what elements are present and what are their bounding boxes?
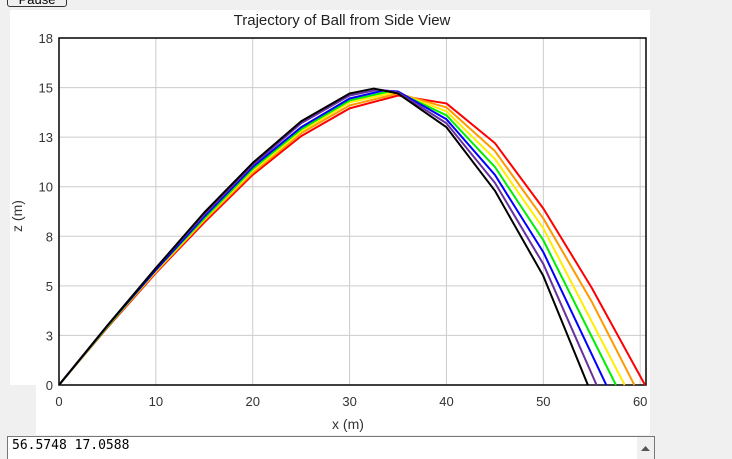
y-axis-label: z (m) (9, 200, 25, 232)
x-axis-label: x (m) (332, 416, 364, 432)
scroll-up-arrow[interactable] (637, 437, 654, 457)
plot-frame (58, 37, 647, 386)
trajectory-line (58, 87, 589, 386)
x-tick-label: 50 (536, 394, 550, 409)
y-tick-label: 13 (39, 130, 53, 145)
y-tick-label: 15 (39, 81, 53, 96)
y-tick-label: 10 (39, 180, 53, 195)
output-line: 56.5748 17.0588 (12, 438, 130, 453)
trajectory-line (58, 89, 608, 386)
x-tick-label: 0 (55, 394, 62, 409)
x-tick-label: 10 (149, 394, 163, 409)
chart-title: Trajectory of Ball from Side View (234, 12, 451, 29)
y-tick-label: 5 (46, 279, 53, 294)
x-tick-label: 20 (245, 394, 259, 409)
pause-button[interactable]: Pause (7, 0, 67, 7)
x-tick-label: 40 (439, 394, 453, 409)
y-tick-label: 8 (46, 229, 53, 244)
y-tick-label: 3 (46, 328, 53, 343)
x-tick-label: 60 (633, 394, 647, 409)
scrollbar[interactable] (637, 437, 654, 459)
chart-background (36, 385, 650, 435)
x-tick-label: 30 (342, 394, 356, 409)
output-textarea[interactable]: 56.5748 17.0588 (7, 436, 655, 459)
y-tick-label: 18 (39, 31, 53, 46)
y-tick-label: 0 (46, 378, 53, 393)
